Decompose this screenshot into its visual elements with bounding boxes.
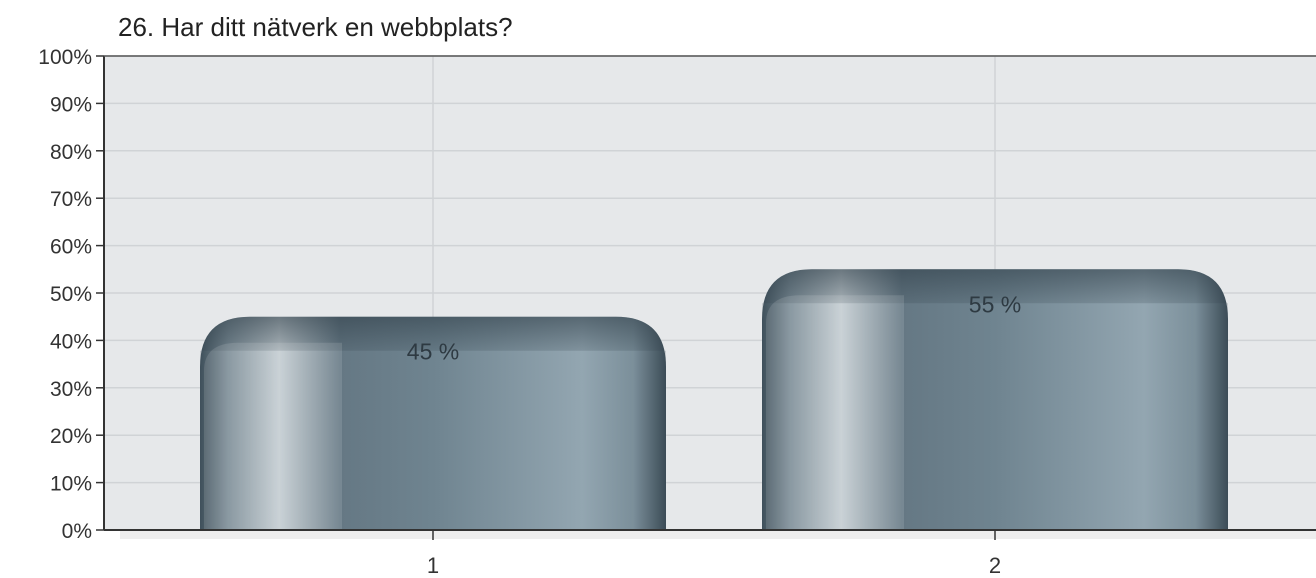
x-tick-label: 2 [989,553,1001,578]
y-tick-label: 60% [50,236,92,259]
bar-highlight [204,342,342,530]
y-tick-label: 0% [62,520,92,543]
y-tick-label: 50% [50,283,92,306]
y-tick-label: 100% [38,46,92,69]
bar-top-shade [762,269,1228,320]
bar [200,316,666,530]
x-tick-label: 1 [427,553,439,578]
data-label: 55 % [969,291,1021,317]
data-label: 45 % [407,339,459,365]
bar-top-shade [200,316,666,367]
bar-highlight [766,295,904,530]
y-tick-label: 20% [50,425,92,448]
y-tick-label: 30% [50,378,92,401]
plot-area: 0% 10% 20% 30% 40% 50% 60% 70% 80% 90% 100% 1 2 45 % 5… [38,46,1316,578]
y-tick-label: 70% [50,188,92,211]
y-tick-label: 40% [50,330,92,353]
y-tick-label: 10% [50,473,92,496]
bar [762,269,1228,530]
y-tick-label: 90% [50,93,92,116]
chart-title: 26. Har ditt nätverk en webbplats? [118,12,513,42]
y-tick-label: 80% [50,141,92,164]
plot-floor-shadow [120,531,1316,539]
